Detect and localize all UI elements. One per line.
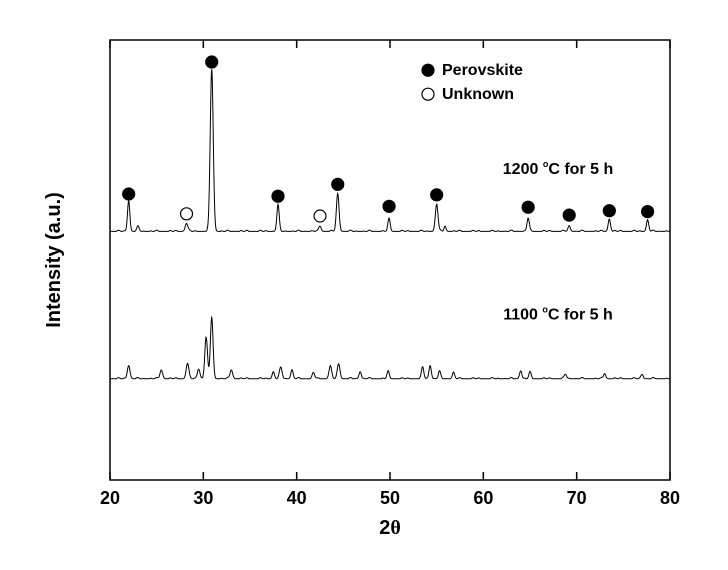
filled-circle-marker	[123, 188, 135, 200]
x-tick-label: 30	[193, 488, 213, 508]
xrd-trace-1100C	[110, 318, 670, 379]
open-circle-marker	[181, 208, 193, 220]
legend-marker	[422, 88, 434, 100]
filled-circle-marker	[603, 205, 615, 217]
x-axis-label: 2θ	[379, 517, 401, 539]
filled-circle-marker	[522, 201, 534, 213]
x-tick-label: 60	[473, 488, 493, 508]
xrd-chart: 20 30 40 50 60 70 80 2θ Intensity (a.u.) Perovski…	[0, 0, 728, 570]
legend-label: Perovskite	[442, 62, 523, 79]
filled-circle-marker	[272, 190, 284, 202]
x-tick-label: 70	[567, 488, 587, 508]
x-tick-label: 20	[100, 488, 120, 508]
legend-label: Unknown	[442, 86, 514, 103]
x-tick-label: 50	[380, 488, 400, 508]
series-annotation: 1200 oC for 5 h	[503, 159, 613, 178]
x-tick-label: 80	[660, 488, 680, 508]
filled-circle-marker	[563, 209, 575, 221]
chart-svg: 20 30 40 50 60 70 80 2θ Intensity (a.u.) Perovski…	[0, 0, 728, 570]
filled-circle-marker	[332, 178, 344, 190]
filled-circle-marker	[206, 56, 218, 68]
series-annotation: 1100 oC for 5 h	[503, 304, 613, 323]
legend-marker	[422, 64, 434, 76]
y-axis-label: Intensity (a.u.)	[43, 192, 65, 328]
plot-border	[110, 40, 670, 480]
filled-circle-marker	[431, 189, 443, 201]
filled-circle-marker	[383, 200, 395, 212]
open-circle-marker	[314, 210, 326, 222]
filled-circle-marker	[642, 206, 654, 218]
x-tick-label: 40	[287, 488, 307, 508]
